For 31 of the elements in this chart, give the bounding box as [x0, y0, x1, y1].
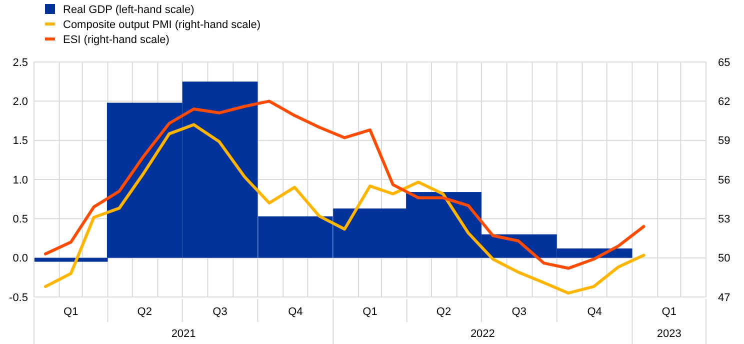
y2-tick-label: 62 [718, 96, 730, 108]
y2-tick-label: 65 [718, 56, 730, 69]
y-tick-label: -0.5 [9, 292, 28, 304]
legend-label: Composite output PMI (right-hand scale) [63, 18, 260, 31]
x-tick-label: Q4 [587, 306, 602, 318]
y2-tick-label: 56 [718, 174, 730, 186]
x-tick-label: Q1 [362, 306, 378, 318]
text: 2021 [171, 328, 196, 340]
x-tick-label: Q1 [64, 306, 78, 318]
text: 2022 [470, 328, 495, 340]
x-tick-label: Q3 [212, 306, 228, 318]
line-series [44, 100, 646, 270]
x-tick-label: Q3 [512, 306, 526, 318]
line-series [44, 123, 646, 295]
y-tick-label: 2.0 [12, 96, 28, 108]
y-tick-label: 1.5 [12, 135, 28, 148]
y-tick-label: 1.0 [12, 174, 28, 186]
x-tick-label: Q4 [288, 306, 303, 318]
y-tick-label: 0.0 [12, 252, 28, 265]
y-tick-label: 0.5 [12, 214, 28, 226]
x-tick-label: Q1 [662, 306, 676, 318]
legend-label: Real GDP (left-hand scale) [63, 4, 194, 16]
y2-tick-label: 50 [718, 252, 730, 265]
x-tick-label: Q2 [436, 306, 452, 318]
legend-label: ESI (right-hand scale) [63, 34, 170, 46]
y2-tick-label: 47 [718, 292, 730, 304]
y-tick-label: 2.5 [12, 56, 28, 69]
x-tick-label: Q2 [137, 306, 152, 318]
y2-tick-label: 59 [718, 135, 730, 148]
text: 2023 [656, 328, 682, 340]
y2-tick-label: 53 [718, 214, 730, 226]
